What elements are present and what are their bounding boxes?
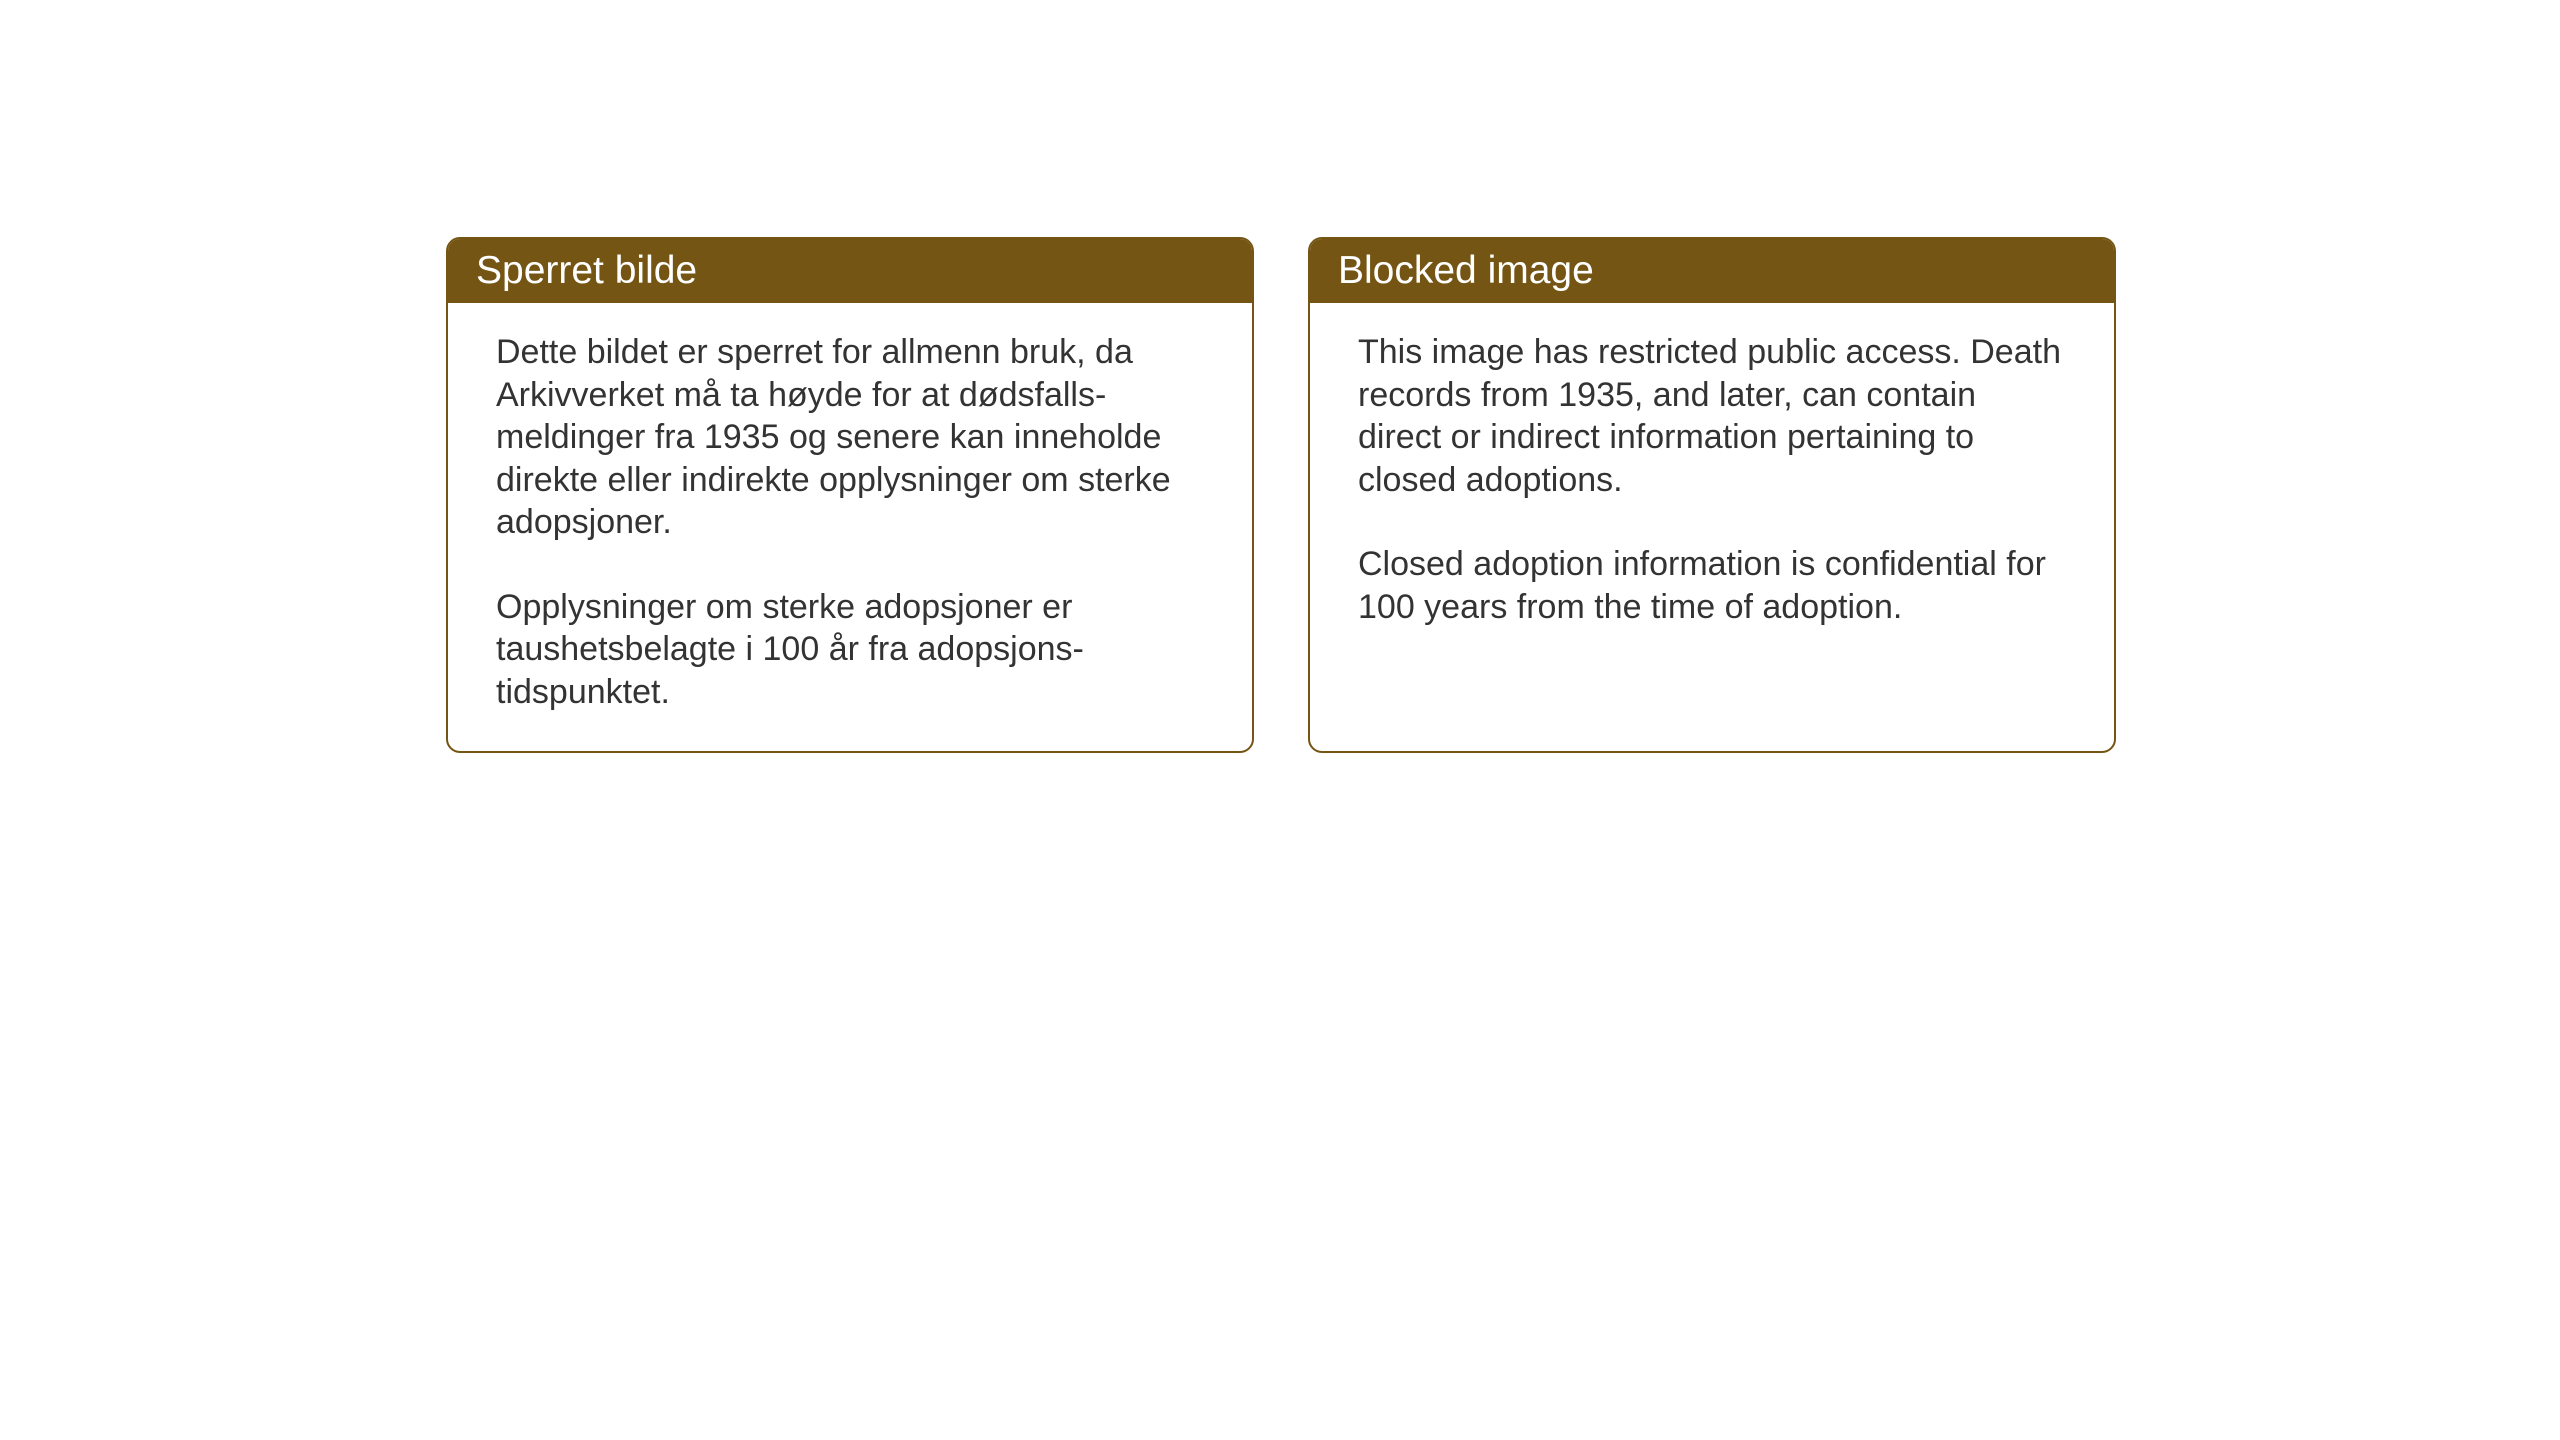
card-body-norwegian: Dette bildet er sperret for allmenn bruk… bbox=[448, 303, 1252, 751]
card-english: Blocked image This image has restricted … bbox=[1308, 237, 2116, 753]
card-norwegian: Sperret bilde Dette bildet er sperret fo… bbox=[446, 237, 1254, 753]
card-title-english: Blocked image bbox=[1338, 249, 1594, 292]
card-title-norwegian: Sperret bilde bbox=[476, 249, 697, 292]
card-paragraph-english-2: Closed adoption information is confident… bbox=[1358, 543, 2066, 628]
card-header-english: Blocked image bbox=[1310, 239, 2114, 303]
card-paragraph-norwegian-1: Dette bildet er sperret for allmenn bruk… bbox=[496, 331, 1204, 544]
card-paragraph-english-1: This image has restricted public access.… bbox=[1358, 331, 2066, 501]
cards-container: Sperret bilde Dette bildet er sperret fo… bbox=[0, 0, 2560, 753]
card-header-norwegian: Sperret bilde bbox=[448, 239, 1252, 303]
card-body-english: This image has restricted public access.… bbox=[1310, 303, 2114, 666]
card-paragraph-norwegian-2: Opplysninger om sterke adopsjoner er tau… bbox=[496, 586, 1204, 714]
